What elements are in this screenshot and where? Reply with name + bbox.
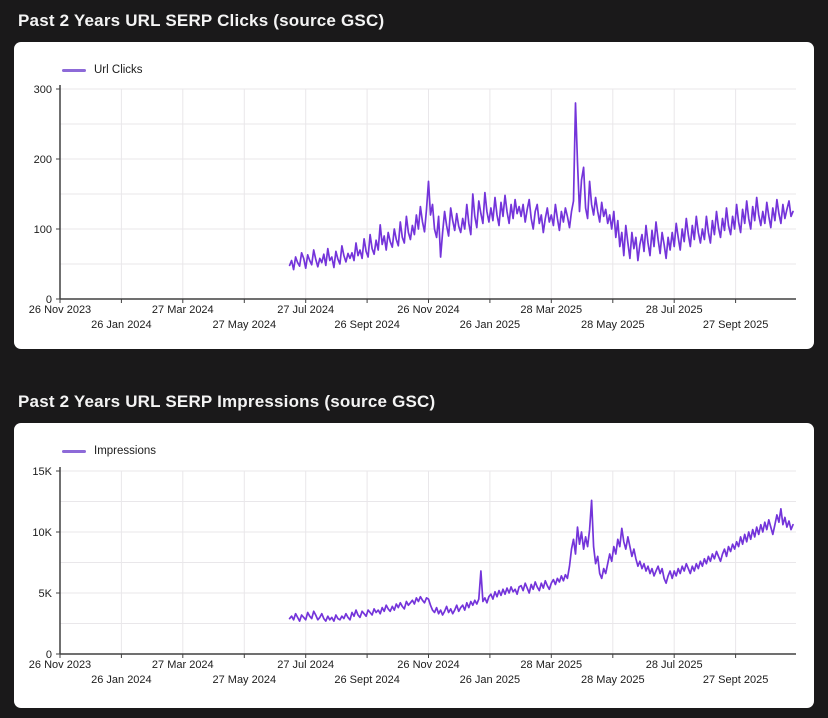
clicks-chart-title: Past 2 Years URL SERP Clicks (source GSC…	[18, 11, 385, 30]
y-tick-label: 300	[34, 84, 52, 96]
x-tick-label: 28 Mar 2025	[520, 304, 582, 316]
y-tick-label: 15K	[32, 466, 52, 478]
x-tick-label: 26 Jan 2025	[460, 319, 521, 331]
x-tick-label: 26 Nov 2023	[29, 304, 91, 316]
x-tick-label: 26 Jan 2024	[91, 674, 152, 686]
y-tick-label: 100	[34, 224, 52, 236]
x-tick-label: 27 Sept 2025	[703, 319, 768, 331]
x-tick-label: 27 Sept 2025	[703, 674, 768, 686]
x-tick-label: 26 Nov 2024	[397, 659, 459, 671]
impressions-legend-label: Impressions	[94, 445, 156, 457]
x-tick-label: 28 Mar 2025	[520, 659, 582, 671]
impressions-chart-card: Impressions 0 5K 10K 15K 26 Nov 2023 26 Jan 2…	[14, 423, 814, 708]
legend-line-icon	[62, 449, 86, 453]
x-tick-label: 26 Sept 2024	[334, 674, 399, 686]
x-tick-label: 27 Jul 2024	[277, 659, 334, 671]
y-tick-label: 10K	[32, 527, 52, 539]
x-tick-label: 26 Sept 2024	[334, 319, 399, 331]
x-tick-label: 27 May 2024	[212, 674, 276, 686]
impressions-line	[288, 499, 794, 622]
x-tick-label: 26 Nov 2024	[397, 304, 459, 316]
x-tick-label: 28 May 2025	[581, 674, 645, 686]
x-tick-label: 27 Mar 2024	[152, 659, 214, 671]
url-clicks-line	[288, 102, 794, 271]
y-tick-label: 0	[46, 294, 52, 306]
x-tick-label: 27 Mar 2024	[152, 304, 214, 316]
x-tick-label: 27 Jul 2024	[277, 304, 334, 316]
legend-line-icon	[62, 68, 86, 72]
x-tick-label: 28 May 2025	[581, 319, 645, 331]
x-tick-label: 27 May 2024	[212, 319, 276, 331]
y-tick-label: 200	[34, 154, 52, 166]
x-tick-label: 26 Nov 2023	[29, 659, 91, 671]
y-tick-label: 5K	[39, 588, 53, 600]
clicks-legend-label: Url Clicks	[94, 64, 143, 76]
clicks-legend[interactable]: Url Clicks	[62, 62, 143, 78]
impressions-chart-title: Past 2 Years URL SERP Impressions (sourc…	[18, 392, 436, 411]
impressions-legend[interactable]: Impressions	[62, 443, 156, 459]
x-tick-label: 26 Jan 2025	[460, 674, 521, 686]
clicks-chart-card: Url Clicks 0 100 200 300 26 Nov 2023 26 Jan 2…	[14, 42, 814, 349]
x-tick-label: 26 Jan 2024	[91, 319, 152, 331]
x-tick-label: 28 Jul 2025	[646, 659, 703, 671]
y-tick-label: 0	[46, 649, 52, 661]
x-tick-label: 28 Jul 2025	[646, 304, 703, 316]
